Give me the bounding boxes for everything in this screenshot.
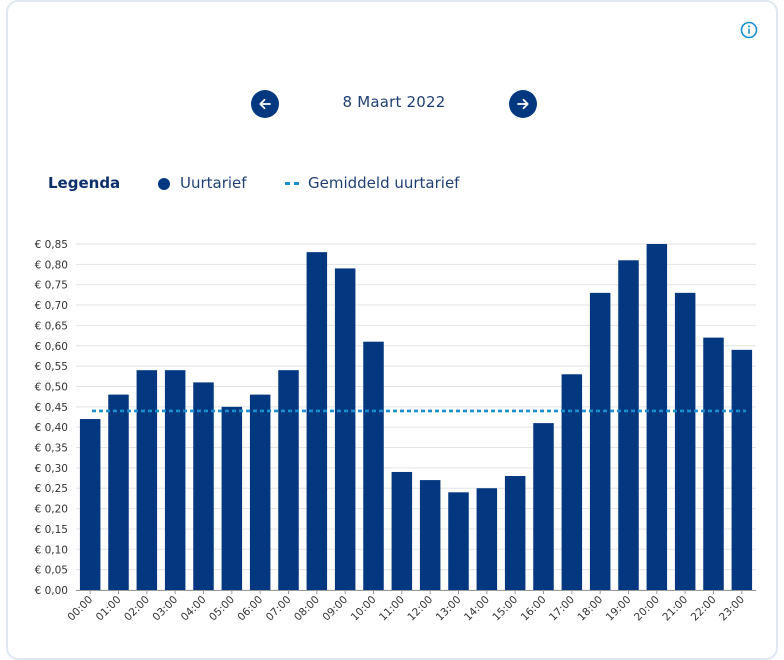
bar[interactable] <box>108 394 129 590</box>
y-tick-label: € 0,75 <box>35 280 68 292</box>
x-tick-label: 15:00 <box>490 594 520 624</box>
legend-title: Legenda <box>48 174 121 192</box>
arrow-left-icon <box>259 98 271 110</box>
y-tick-label: € 0,60 <box>35 341 68 353</box>
price-bar-chart: € 0,00 € 0,05 € 0,10 € 0,15 € 0,20 € 0,25 € 0,… <box>35 239 756 624</box>
y-tick-label: € 0,70 <box>35 300 68 312</box>
x-tick-label: 22:00 <box>689 594 719 624</box>
x-tick-label: 11:00 <box>377 594 407 624</box>
arrow-right-icon <box>517 98 529 110</box>
y-tick-label: € 0,25 <box>35 483 68 495</box>
y-tick-label: € 0,05 <box>35 565 68 577</box>
y-tick-label: € 0,20 <box>35 504 68 516</box>
x-tick-label: 00:00 <box>65 594 95 624</box>
bar[interactable] <box>278 370 299 590</box>
x-tick-label: 20:00 <box>632 594 662 624</box>
x-tick-label: 07:00 <box>264 594 294 624</box>
bar[interactable] <box>448 492 469 590</box>
x-tick-label: 01:00 <box>94 594 124 624</box>
bar[interactable] <box>306 252 328 590</box>
bar[interactable] <box>221 406 243 590</box>
y-tick-label: € 0,85 <box>35 239 68 251</box>
previous-day-button[interactable] <box>251 90 279 118</box>
bar[interactable] <box>391 471 413 590</box>
y-tick-label: € 0,00 <box>35 585 68 597</box>
bar[interactable] <box>249 394 271 590</box>
x-tick-label: 13:00 <box>434 594 464 624</box>
bar[interactable] <box>476 488 498 590</box>
y-tick-label: € 0,45 <box>35 402 68 414</box>
x-tick-label: 16:00 <box>519 594 549 624</box>
bar[interactable] <box>561 374 583 590</box>
x-tick-label: 03:00 <box>150 594 180 624</box>
legend-series-label: Uurtarief <box>180 174 247 192</box>
bar[interactable] <box>504 476 526 590</box>
bar[interactable] <box>674 292 696 590</box>
bar[interactable] <box>703 337 724 590</box>
y-tick-label: € 0,80 <box>35 259 68 271</box>
x-tick-label: 23:00 <box>717 594 747 624</box>
x-tick-label: 09:00 <box>320 594 350 624</box>
x-tick-label: 21:00 <box>660 594 690 624</box>
y-tick-label: € 0,55 <box>35 361 68 373</box>
x-tick-label: 19:00 <box>604 594 634 624</box>
bar[interactable] <box>334 268 356 590</box>
bar[interactable] <box>589 292 611 590</box>
y-tick-label: € 0,50 <box>35 381 68 393</box>
y-tick-label: € 0,65 <box>35 320 68 332</box>
x-tick-label: 05:00 <box>207 594 237 624</box>
bar[interactable] <box>363 341 384 590</box>
bar[interactable] <box>79 419 101 590</box>
x-tick-label: 08:00 <box>292 594 322 624</box>
x-tick-label: 18:00 <box>575 594 605 624</box>
x-tick-label: 17:00 <box>547 594 577 624</box>
x-tick-label: 12:00 <box>405 594 435 624</box>
x-tick-label: 10:00 <box>349 594 379 624</box>
x-tick-label: 04:00 <box>179 594 209 624</box>
bar[interactable] <box>731 349 753 590</box>
bar[interactable] <box>164 370 186 590</box>
next-day-button[interactable] <box>509 90 537 118</box>
y-tick-label: € 0,15 <box>35 524 68 536</box>
bar[interactable] <box>419 480 441 590</box>
x-tick-label: 02:00 <box>122 594 152 624</box>
info-icon[interactable] <box>740 21 758 39</box>
y-tick-label: € 0,30 <box>35 463 68 475</box>
x-tick-label: 06:00 <box>235 594 265 624</box>
legend-average-marker <box>285 182 299 185</box>
legend-average-label: Gemiddeld uurtarief <box>308 174 460 192</box>
bar[interactable] <box>533 423 554 590</box>
selected-date: 8 Maart 2022 <box>342 93 446 111</box>
y-tick-label: € 0,40 <box>35 422 68 434</box>
bar[interactable] <box>618 260 639 590</box>
bar[interactable] <box>646 244 668 590</box>
bar[interactable] <box>193 382 214 590</box>
y-tick-label: € 0,35 <box>35 443 68 455</box>
legend-series-marker <box>158 178 170 190</box>
bar[interactable] <box>136 370 158 590</box>
x-tick-label: 14:00 <box>462 594 492 624</box>
y-tick-label: € 0,10 <box>35 544 68 556</box>
